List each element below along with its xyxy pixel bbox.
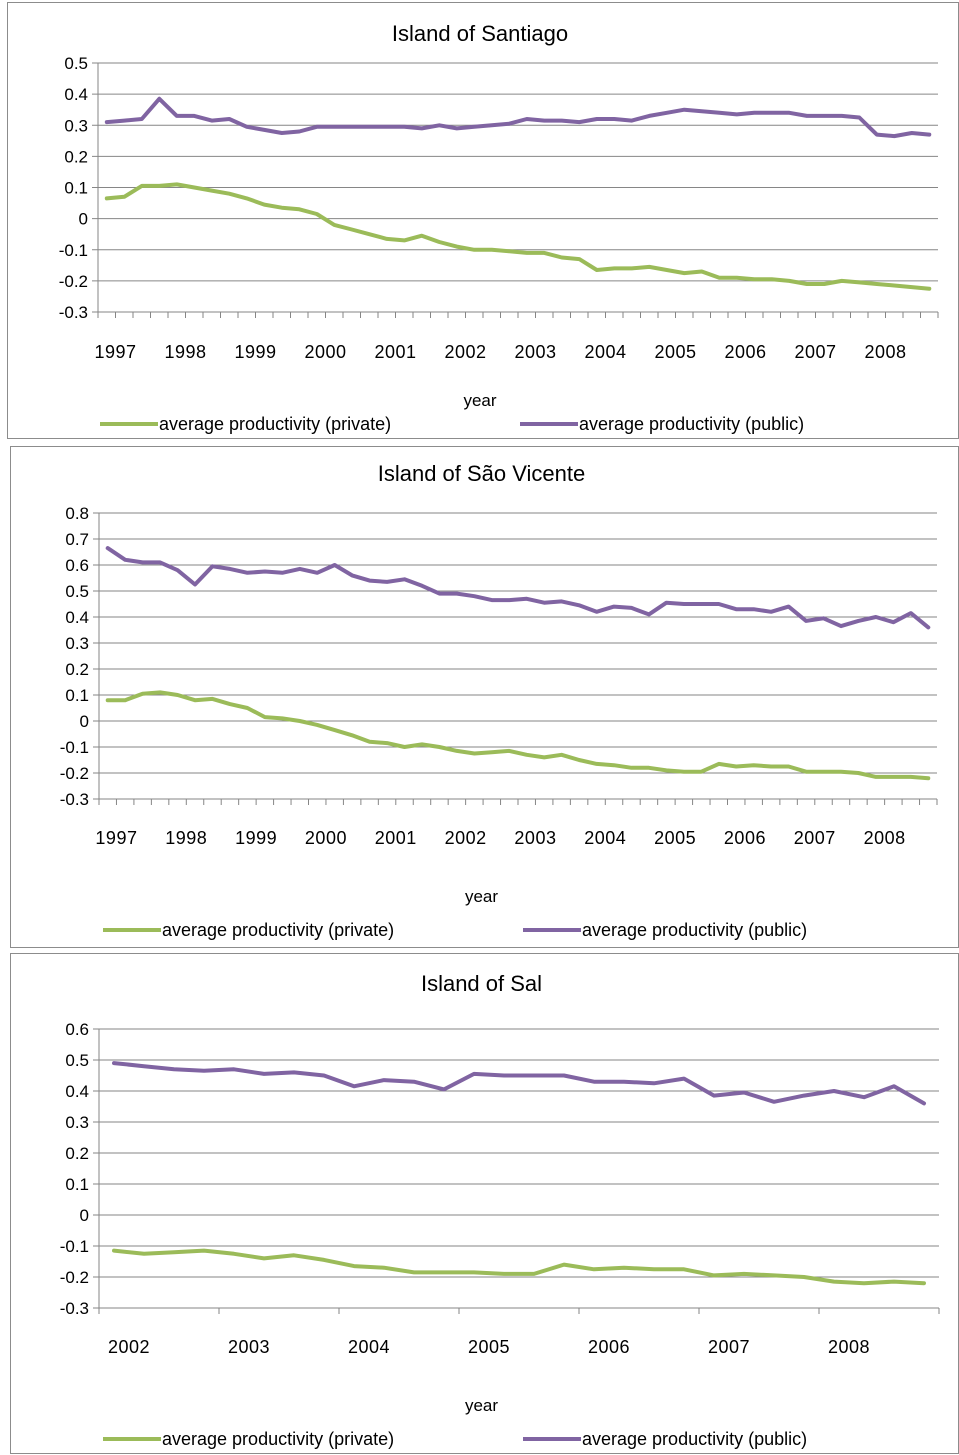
chart-panel-sao-vicente: Island of São Vicente 0.8 0.7 0.6 0.5 0.4 0.3 0… (10, 446, 959, 948)
series-line-public (105, 546, 931, 630)
series-line-private (104, 182, 932, 291)
x-tick-label: 2006 (724, 342, 766, 362)
chart-panel-santiago: Island of Santiago 0.5 0.4 0.3 0.2 0.1 0 -0.1 -0… (7, 2, 959, 439)
x-tick-label: 2002 (445, 828, 487, 848)
x-tick-label: 2004 (348, 1337, 390, 1357)
y-tick-label: 0.7 (65, 530, 89, 549)
y-tick-label: -0.3 (59, 303, 88, 322)
y-tick-label: -0.3 (60, 1299, 89, 1318)
x-tick-label: 2005 (654, 342, 696, 362)
y-tick-label: 0.5 (65, 582, 89, 601)
x-tick-label: 2003 (514, 828, 556, 848)
y-tick-label: -0.1 (60, 1237, 89, 1256)
legend-label-private: average productivity (private) (162, 920, 394, 940)
x-tick-label: 2004 (584, 342, 626, 362)
chart-svg-santiago: Island of Santiago 0.5 0.4 0.3 0.2 0.1 0 -0.1 -0… (59, 21, 939, 434)
y-tick-label: 0.5 (65, 1051, 89, 1070)
y-tick-label: 0.4 (65, 608, 89, 627)
x-tick-label: 2004 (584, 828, 626, 848)
legend-label-private: average productivity (private) (159, 414, 391, 434)
series-line-private (105, 690, 931, 781)
x-tick-label: 2001 (375, 828, 417, 848)
y-tick-label: 0.3 (65, 634, 89, 653)
series-line-public (112, 1061, 926, 1106)
x-tick-label: 2006 (588, 1337, 630, 1357)
y-tick-label: 0 (79, 210, 88, 229)
y-tick-label: 0.3 (65, 1113, 89, 1132)
series-line-private (112, 1248, 926, 1286)
y-tick-label: -0.2 (60, 1268, 89, 1287)
x-tick-label: 2005 (654, 828, 696, 848)
x-tick-label: 1997 (94, 342, 136, 362)
y-tick-label: 0.2 (65, 660, 89, 679)
series-line-public (104, 96, 932, 139)
y-tick-label: 0.6 (65, 1020, 89, 1039)
y-tick-label: -0.3 (60, 790, 89, 809)
y-tick-label: 0.5 (64, 54, 88, 73)
chart-svg-sal: Island of Sal 0.6 0.5 0.4 0.3 0.2 0.1 0 -0.1 -0.2… (60, 971, 940, 1449)
chart-panel-sal: Island of Sal 0.6 0.5 0.4 0.3 0.2 0.1 0 -0.1 -0.2… (10, 953, 959, 1454)
y-tick-label: 0.1 (64, 179, 88, 198)
chart-title: Island of Sal (421, 971, 542, 996)
x-axis-label: year (463, 391, 496, 410)
legend-label-public: average productivity (public) (582, 920, 807, 940)
y-tick-label: 0.2 (65, 1144, 89, 1163)
y-tick-label: -0.2 (59, 272, 88, 291)
y-tick-label: 0.3 (64, 116, 88, 135)
y-tick-label: 0.6 (65, 556, 89, 575)
legend-label-private: average productivity (private) (162, 1429, 394, 1449)
x-tick-label: 2007 (794, 342, 836, 362)
x-axis-label: year (465, 1396, 498, 1415)
y-tick-label: 0.1 (65, 686, 89, 705)
y-tick-label: 0.2 (64, 147, 88, 166)
chart-title: Island of Santiago (392, 21, 568, 46)
legend-label-public: average productivity (public) (579, 414, 804, 434)
x-tick-label: 2001 (374, 342, 416, 362)
x-tick-label: 2008 (864, 828, 906, 848)
x-tick-label: 1998 (165, 828, 207, 848)
x-tick-label: 2003 (228, 1337, 270, 1357)
x-tick-label: 2003 (514, 342, 556, 362)
x-tick-label: 2000 (304, 342, 346, 362)
x-tick-label: 2008 (864, 342, 906, 362)
x-tick-label: 1998 (164, 342, 206, 362)
x-tick-label: 2008 (828, 1337, 870, 1357)
x-tick-label: 2007 (708, 1337, 750, 1357)
x-tick-label: 2006 (724, 828, 766, 848)
x-axis-label: year (465, 887, 498, 906)
x-tick-label: 2000 (305, 828, 347, 848)
y-tick-label: 0.1 (65, 1175, 89, 1194)
y-tick-label: 0.8 (65, 504, 89, 523)
chart-title: Island of São Vicente (378, 461, 586, 486)
chart-svg-sao-vicente: Island of São Vicente 0.8 0.7 0.6 0.5 0.4 0.3 0… (60, 461, 938, 940)
x-tick-label: 2005 (468, 1337, 510, 1357)
x-tick-label: 1999 (234, 342, 276, 362)
y-tick-label: -0.1 (59, 241, 88, 260)
y-tick-label: -0.2 (60, 764, 89, 783)
y-tick-label: 0.4 (64, 85, 88, 104)
legend-label-public: average productivity (public) (582, 1429, 807, 1449)
x-tick-label: 2002 (108, 1337, 150, 1357)
y-tick-label: -0.1 (60, 738, 89, 757)
y-tick-label: 0 (80, 1206, 89, 1225)
x-tick-label: 1997 (95, 828, 137, 848)
x-tick-label: 2007 (794, 828, 836, 848)
y-tick-label: 0 (80, 712, 89, 731)
y-tick-label: 0.4 (65, 1082, 89, 1101)
x-tick-label: 1999 (235, 828, 277, 848)
x-tick-label: 2002 (444, 342, 486, 362)
